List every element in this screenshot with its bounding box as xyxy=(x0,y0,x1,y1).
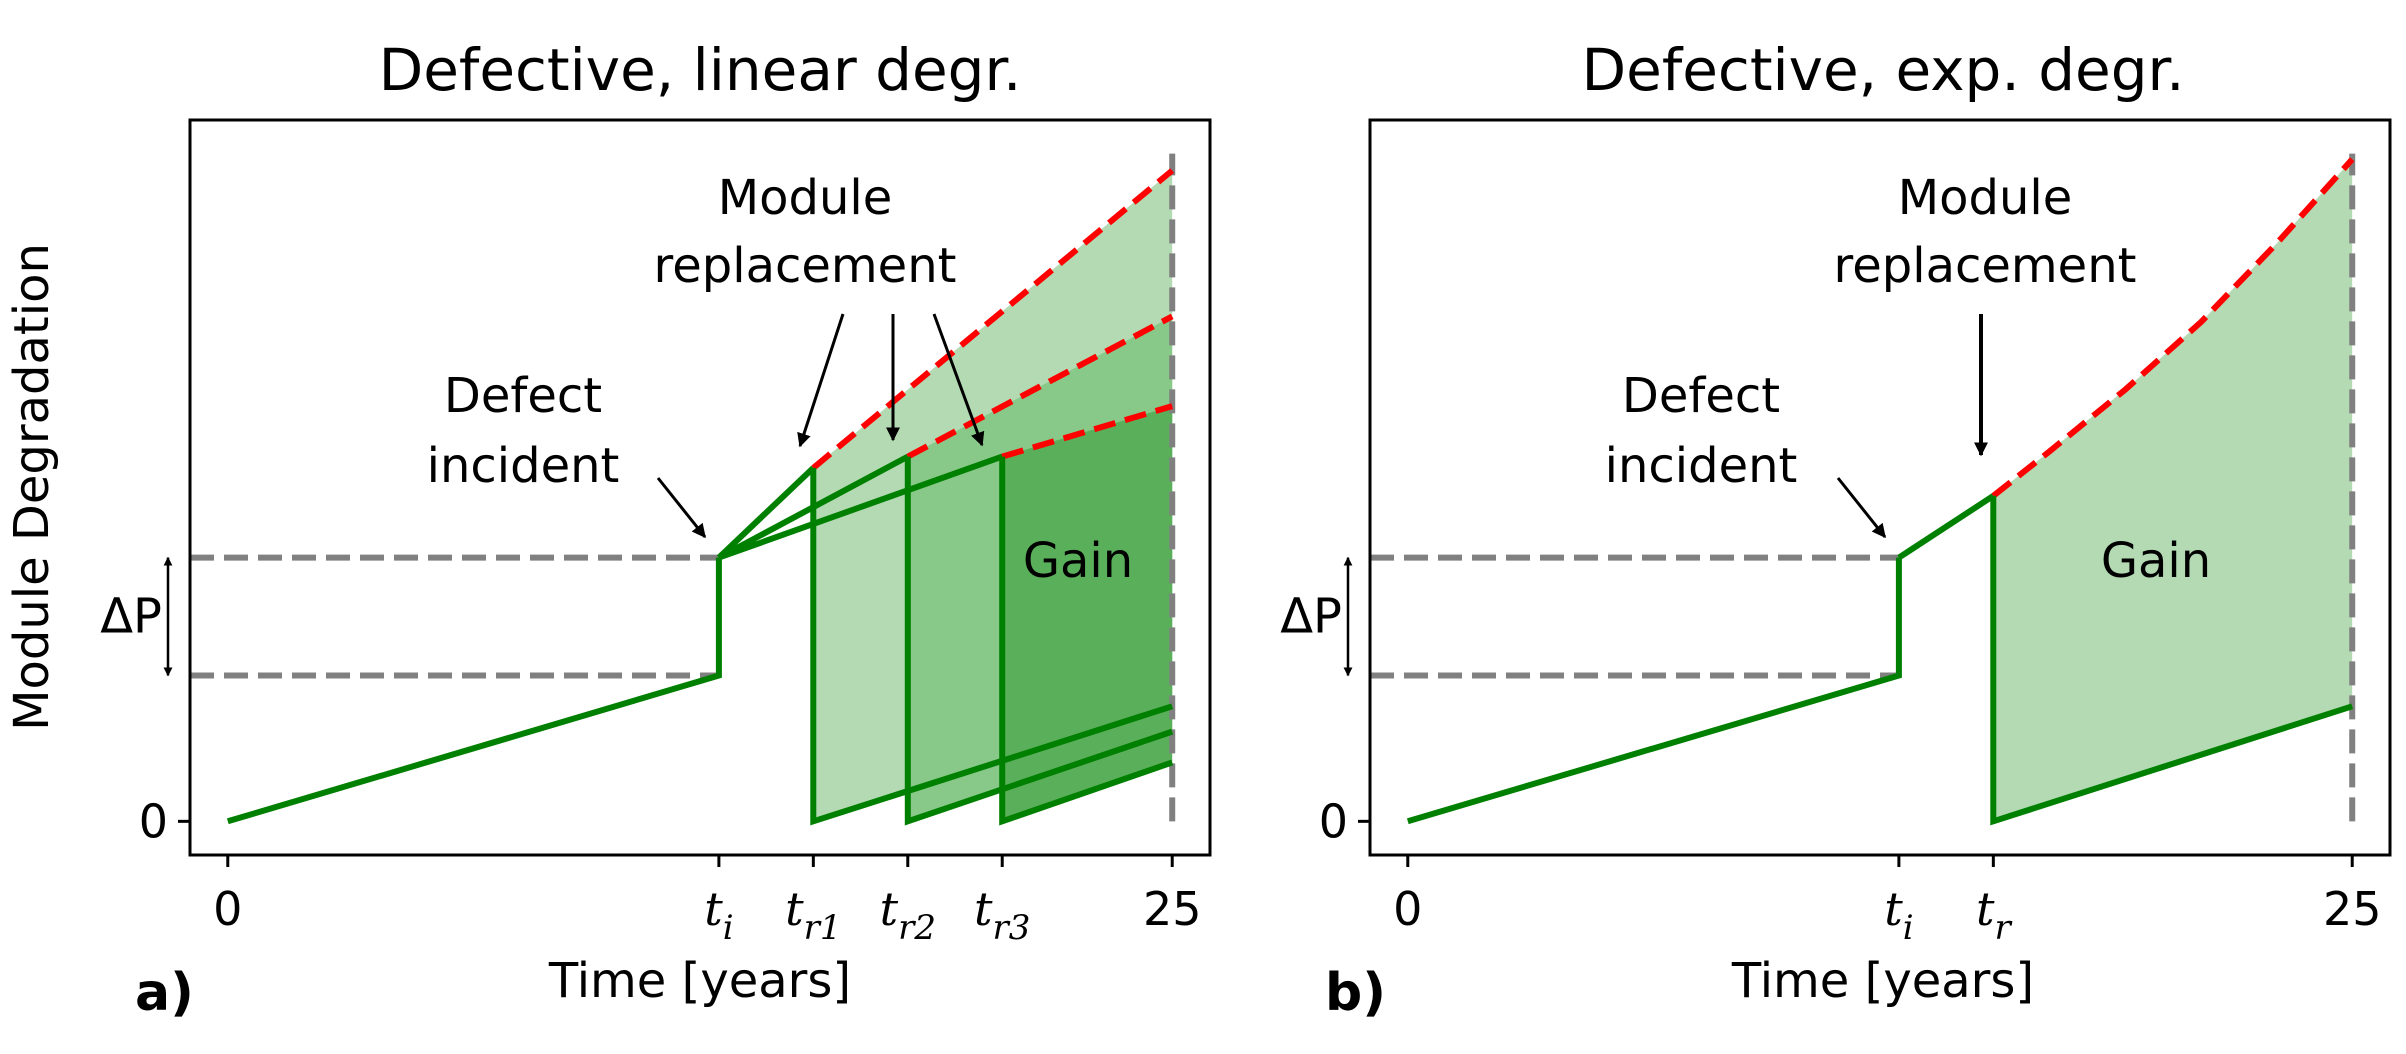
gain-label: Gain xyxy=(1023,533,1133,589)
annotation-arrow xyxy=(1836,477,1887,539)
axis-ticks: 0 ti tr 25 0 xyxy=(1319,794,2382,948)
annotation-text-line: replacement xyxy=(654,238,957,294)
series-line-8 xyxy=(810,467,1174,826)
chart-panel-b: Defective, exp. degr. 0 ti tr 25 0 ΔP Defect… xyxy=(1280,36,2392,1023)
annotation-arrow xyxy=(656,477,707,539)
x-tick-label: tr1 xyxy=(785,882,841,948)
delta-p-label: ΔP xyxy=(100,589,162,645)
x-axis-label: Time [years] xyxy=(1731,953,2034,1009)
x-tick-label: ti xyxy=(1884,882,1913,948)
x-tick-label: ti xyxy=(704,882,733,948)
plot-frame xyxy=(188,118,1212,857)
delta-p-indicator: ΔP xyxy=(1280,556,1353,677)
series-line-1 xyxy=(1406,557,1902,825)
series-line-9 xyxy=(904,456,1174,826)
annotation-arrow xyxy=(797,313,845,448)
plot-frame xyxy=(1368,118,2392,857)
x-tick-label: tr2 xyxy=(880,882,936,948)
reference-lines xyxy=(1370,153,2356,822)
chart-title: Defective, linear degr. xyxy=(379,36,1022,104)
delta-p-indicator: ΔP xyxy=(100,556,173,677)
series-line-5 xyxy=(811,168,1175,471)
panel-label: a) xyxy=(135,963,194,1023)
x-tick-label: tr3 xyxy=(974,882,1030,948)
x-axis-label: Time [years] xyxy=(548,953,851,1009)
series-line-7 xyxy=(1001,403,1174,460)
series-line-4 xyxy=(717,453,1004,561)
y-tick-label: 0 xyxy=(1319,794,1348,848)
annotation-text-line: Module xyxy=(1898,170,2073,226)
gain-regions xyxy=(1993,159,2353,822)
annotation-arrow xyxy=(932,313,985,447)
gain-region-1 xyxy=(1993,159,2353,822)
gain-label: Gain xyxy=(2101,533,2211,589)
x-tick-label: 0 xyxy=(1393,882,1422,936)
x-tick-label: 25 xyxy=(2323,882,2382,936)
annotation-defect-incident: Defect incident xyxy=(1605,368,1887,539)
annotation-text-line: replacement xyxy=(1834,238,2137,294)
y-axis-label: Module Degradation xyxy=(4,243,60,731)
annotation-module-replacement: Module replacement xyxy=(1834,170,2137,457)
annotation-text-line: incident xyxy=(1605,438,1798,494)
annotation-text-line: Module xyxy=(718,170,893,226)
x-tick-label: tr xyxy=(1976,882,2013,948)
annotation-text-line: Defect xyxy=(1622,368,1780,424)
annotation-module-replacement: Module replacement xyxy=(654,170,985,448)
chart-title: Defective, exp. degr. xyxy=(1581,36,2184,104)
series-lines xyxy=(1406,157,2355,826)
panel-label: b) xyxy=(1325,963,1386,1023)
reference-lines xyxy=(190,153,1176,822)
annotation-text-line: incident xyxy=(427,438,620,494)
series-line-10 xyxy=(999,456,1174,826)
series-line-2 xyxy=(1897,493,1995,561)
annotation-text-line: Defect xyxy=(444,368,602,424)
series-line-2 xyxy=(716,465,816,560)
chart-panel-a: Defective, linear degr. 0 ti tr1 tr2 tr3 250 … xyxy=(100,36,1212,1023)
series-line-3 xyxy=(1991,157,2355,499)
x-tick-label: 25 xyxy=(1143,882,1202,936)
series-lines xyxy=(226,168,1175,826)
series-line-1 xyxy=(226,557,722,825)
x-tick-label: 0 xyxy=(213,882,242,936)
annotation-defect-incident: Defect incident xyxy=(427,368,707,539)
axis-ticks: 0 ti tr1 tr2 tr3 25 0 xyxy=(139,794,1202,948)
y-tick-label: 0 xyxy=(139,794,168,848)
series-line-4 xyxy=(1990,495,2354,826)
series-line-6 xyxy=(906,313,1174,460)
delta-p-label: ΔP xyxy=(1280,589,1342,645)
